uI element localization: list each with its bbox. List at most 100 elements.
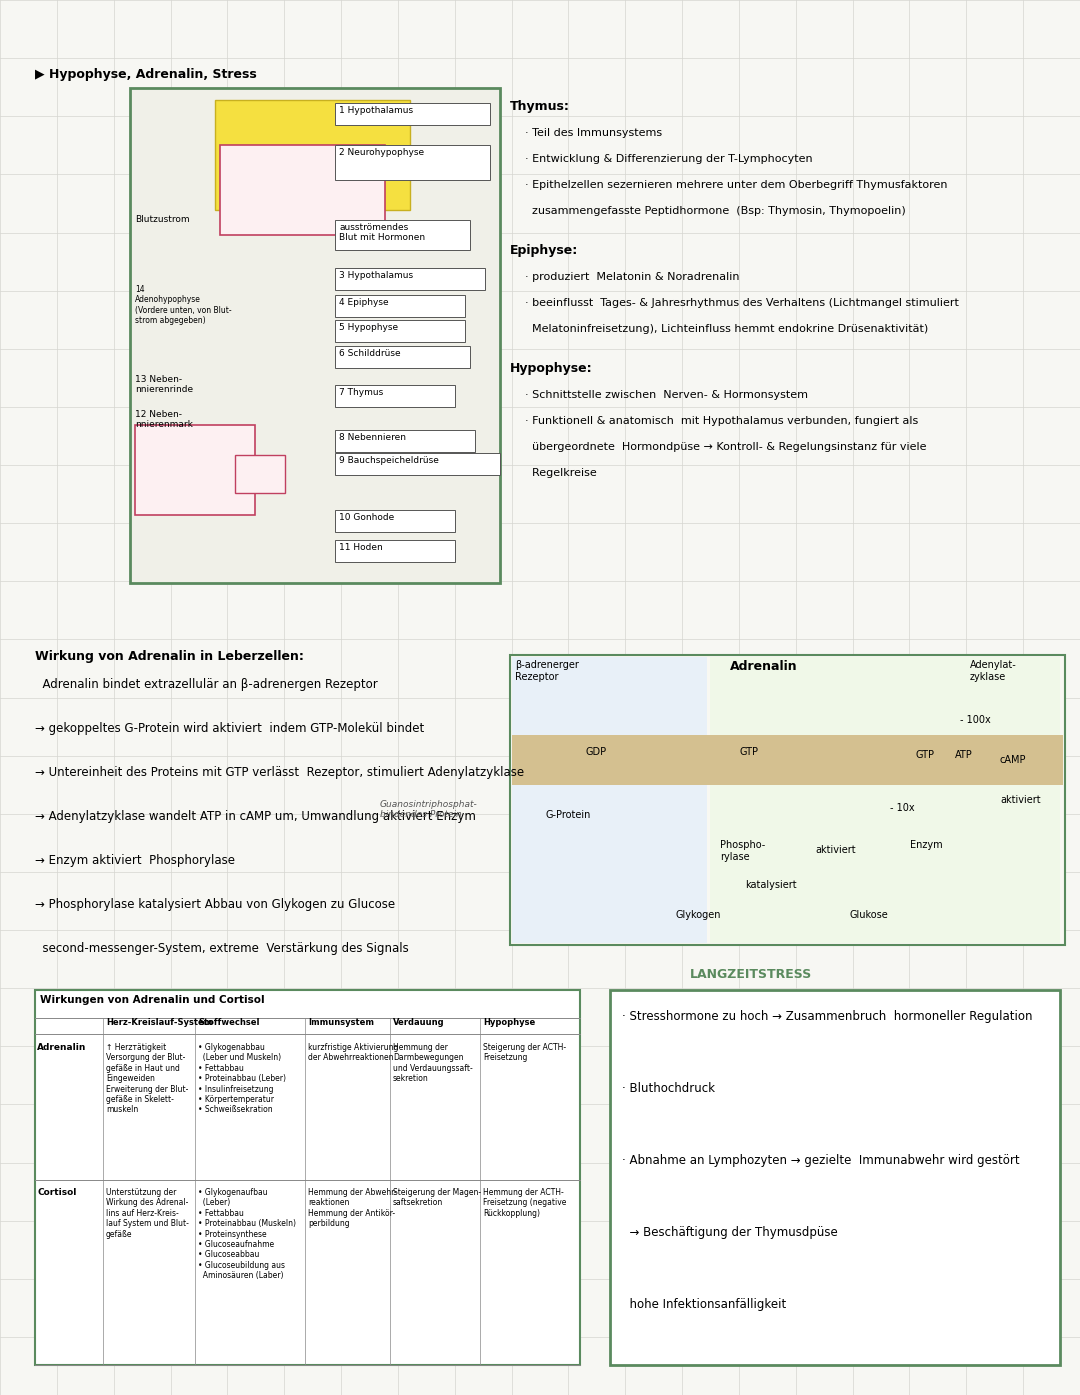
Text: Glykogen: Glykogen bbox=[675, 910, 720, 919]
Text: hohe Infektionsanfälligkeit: hohe Infektionsanfälligkeit bbox=[622, 1297, 786, 1311]
Text: → gekoppeltes G-Protein wird aktiviert  indem GTP-Molekül bindet: → gekoppeltes G-Protein wird aktiviert i… bbox=[35, 723, 424, 735]
Text: Blutzustrom: Blutzustrom bbox=[135, 215, 190, 225]
Bar bbox=[335, 103, 490, 126]
Bar bbox=[335, 511, 455, 531]
Text: Guanosintriphosphat-
bindendes Protein: Guanosintriphosphat- bindendes Protein bbox=[380, 799, 477, 819]
Bar bbox=[335, 294, 465, 317]
Text: 6 Schilddrüse: 6 Schilddrüse bbox=[339, 349, 401, 359]
Text: Hemmung der Abwehr-
reaktionen
Hemmung der Antikör-
perbildung: Hemmung der Abwehr- reaktionen Hemmung d… bbox=[308, 1189, 396, 1228]
Text: 1 Hypothalamus: 1 Hypothalamus bbox=[339, 106, 414, 114]
Bar bbox=[335, 430, 475, 452]
Text: Unterstützung der
Wirkung des Adrenal-
lins auf Herz-Kreis-
lauf System und Blut: Unterstützung der Wirkung des Adrenal- l… bbox=[106, 1189, 189, 1239]
Text: - 100x: - 100x bbox=[960, 716, 990, 725]
Bar bbox=[335, 220, 470, 250]
Text: aktiviert: aktiviert bbox=[815, 845, 855, 855]
Bar bbox=[510, 656, 1065, 944]
Text: · Teil des Immunsystems: · Teil des Immunsystems bbox=[525, 128, 662, 138]
Text: 2 Neurohypophyse: 2 Neurohypophyse bbox=[339, 148, 424, 158]
Text: Hypophyse:: Hypophyse: bbox=[510, 361, 593, 375]
Text: 8 Nebennieren: 8 Nebennieren bbox=[339, 432, 406, 442]
Text: • Glykogenabbau
  (Leber und Muskeln)
• Fettabbau
• Proteinabbau (Leber)
• Insul: • Glykogenabbau (Leber und Muskeln) • Fe… bbox=[198, 1043, 286, 1115]
Text: second-messenger-System, extreme  Verstärkung des Signals: second-messenger-System, extreme Verstär… bbox=[35, 942, 408, 956]
Text: Steigerung der Magen-
saftsekretion: Steigerung der Magen- saftsekretion bbox=[393, 1189, 481, 1208]
Bar bbox=[512, 657, 707, 943]
Text: · Epithelzellen sezernieren mehrere unter dem Oberbegriff Thymusfaktoren: · Epithelzellen sezernieren mehrere unte… bbox=[525, 180, 947, 190]
Text: übergeordnete  Hormondрüse → Kontroll- & Regelungsinstanz für viele: übergeordnete Hormondрüse → Kontroll- & … bbox=[525, 442, 927, 452]
Bar bbox=[335, 145, 490, 180]
Text: Adrenalin: Adrenalin bbox=[37, 1043, 86, 1052]
Text: · Schnittstelle zwischen  Nerven- & Hormonsystem: · Schnittstelle zwischen Nerven- & Hormo… bbox=[525, 391, 808, 400]
Bar bbox=[35, 990, 580, 1364]
Bar bbox=[335, 385, 455, 407]
Text: 3 Hypothalamus: 3 Hypothalamus bbox=[339, 271, 414, 280]
Text: β-adrenerger
Rezeptor: β-adrenerger Rezeptor bbox=[515, 660, 579, 682]
Bar bbox=[220, 145, 384, 234]
Text: aktiviert: aktiviert bbox=[1000, 795, 1041, 805]
Text: 13 Neben-
nnierenrinde: 13 Neben- nnierenrinde bbox=[135, 375, 193, 395]
Text: 14
Adenohypophyse
(Vordere unten, von Blut-
strom abgegeben): 14 Adenohypophyse (Vordere unten, von Bl… bbox=[135, 285, 231, 325]
Text: zusammengefasste Peptidhormone  (Bsp: Thymosin, Thymopoelin): zusammengefasste Peptidhormone (Bsp: Thy… bbox=[525, 206, 906, 216]
Bar bbox=[335, 540, 455, 562]
Text: 12 Neben-
nnierenmark: 12 Neben- nnierenmark bbox=[135, 410, 193, 430]
Text: 10 Gonhode: 10 Gonhode bbox=[339, 513, 394, 522]
Bar bbox=[130, 88, 500, 583]
Text: 11 Hoden: 11 Hoden bbox=[339, 543, 382, 552]
Bar bbox=[512, 735, 1063, 785]
Text: ATP: ATP bbox=[955, 751, 973, 760]
Text: Hypophyse: Hypophyse bbox=[483, 1018, 536, 1027]
Bar bbox=[135, 425, 255, 515]
Text: Immunsystem: Immunsystem bbox=[308, 1018, 374, 1027]
Text: Thymus:: Thymus: bbox=[510, 100, 570, 113]
Text: · Funktionell & anatomisch  mit Hypothalamus verbunden, fungiert als: · Funktionell & anatomisch mit Hypothala… bbox=[525, 416, 918, 425]
Text: Cortisol: Cortisol bbox=[37, 1189, 77, 1197]
Text: Hemmung der ACTH-
Freisetzung (negative
Rückkopplung): Hemmung der ACTH- Freisetzung (negative … bbox=[483, 1189, 566, 1218]
Text: Herz-Kreislauf-System: Herz-Kreislauf-System bbox=[106, 1018, 213, 1027]
Text: GTP: GTP bbox=[915, 751, 934, 760]
Text: katalysiert: katalysiert bbox=[745, 880, 797, 890]
Text: ↑ Herzтätigkeit
Versorgung der Blut-
gefäße in Haut und
Eingeweiden
Erweiterung : ↑ Herzтätigkeit Versorgung der Blut- gef… bbox=[106, 1043, 188, 1115]
Text: Adrenalin: Adrenalin bbox=[730, 660, 798, 672]
Text: Hemmung der
Darmbewegungen
und Verdauungssaft-
sekretion: Hemmung der Darmbewegungen und Verdauung… bbox=[393, 1043, 473, 1083]
Text: · produziert  Melatonin & Noradrenalin: · produziert Melatonin & Noradrenalin bbox=[525, 272, 740, 282]
Text: Wirkung von Adrenalin in Leberzellen:: Wirkung von Adrenalin in Leberzellen: bbox=[35, 650, 303, 663]
Bar bbox=[610, 990, 1059, 1364]
Text: Enzym: Enzym bbox=[910, 840, 943, 850]
Text: Wirkungen von Adrenalin und Cortisol: Wirkungen von Adrenalin und Cortisol bbox=[40, 995, 265, 1004]
Text: ausströmendes
Blut mit Hormonen: ausströmendes Blut mit Hormonen bbox=[339, 223, 426, 243]
Bar bbox=[335, 453, 500, 476]
Text: cAMP: cAMP bbox=[1000, 755, 1026, 764]
Text: Glukose: Glukose bbox=[850, 910, 889, 919]
Text: Phospho-
rylase: Phospho- rylase bbox=[720, 840, 766, 862]
Text: Adenylat-
zyklase: Adenylat- zyklase bbox=[970, 660, 1016, 682]
Bar bbox=[710, 657, 1059, 943]
Bar bbox=[335, 346, 470, 368]
Text: → Adenylatzyklase wandelt ATP in cAMP um, Umwandlung aktiviert Enzym: → Adenylatzyklase wandelt ATP in cAMP um… bbox=[35, 810, 476, 823]
Text: → Beschäftigung der Thymusdрüse: → Beschäftigung der Thymusdрüse bbox=[622, 1226, 838, 1239]
Text: · Stresshormone zu hoch → Zusammenbruch  hormoneller Regulation: · Stresshormone zu hoch → Zusammenbruch … bbox=[622, 1010, 1032, 1023]
Text: GDP: GDP bbox=[585, 746, 606, 757]
Bar bbox=[335, 319, 465, 342]
Text: → Phosphorylase katalysiert Abbau von Glykogen zu Glucose: → Phosphorylase katalysiert Abbau von Gl… bbox=[35, 898, 395, 911]
Text: · beeinflusst  Tages- & Jahresrhythmus des Verhaltens (Lichtmangel stimuliert: · beeinflusst Tages- & Jahresrhythmus de… bbox=[525, 299, 959, 308]
Text: → Enzym aktiviert  Phosphorylase: → Enzym aktiviert Phosphorylase bbox=[35, 854, 235, 868]
Text: 9 Bauchspeicheldrüse: 9 Bauchspeicheldrüse bbox=[339, 456, 438, 465]
Text: 4 Epiphyse: 4 Epiphyse bbox=[339, 299, 389, 307]
Text: ▶ Hypophyse, Adrenalin, Stress: ▶ Hypophyse, Adrenalin, Stress bbox=[35, 68, 257, 81]
Text: Adrenalin bindet extrazellulär an β-adrenergen Rezeptor: Adrenalin bindet extrazellulär an β-adre… bbox=[35, 678, 378, 691]
Text: · Bluthochdruck: · Bluthochdruck bbox=[622, 1083, 715, 1095]
Text: Epiphyse:: Epiphyse: bbox=[510, 244, 578, 257]
Bar bbox=[235, 455, 285, 492]
Text: → Untereinheit des Proteins mit GTP verlässt  Rezeptor, stimuliert Adenylatzykla: → Untereinheit des Proteins mit GTP verl… bbox=[35, 766, 524, 778]
Text: Stoffwechsel: Stoffwechsel bbox=[198, 1018, 259, 1027]
Text: 5 Hypophyse: 5 Hypophyse bbox=[339, 324, 399, 332]
Text: Verdauung: Verdauung bbox=[393, 1018, 445, 1027]
Text: · Entwicklung & Differenzierung der T-Lymphocyten: · Entwicklung & Differenzierung der T-Ly… bbox=[525, 153, 812, 165]
Text: • Glykogenaufbau
  (Leber)
• Fettabbau
• Proteinabbau (Muskeln)
• Proteinsynthes: • Glykogenaufbau (Leber) • Fettabbau • P… bbox=[198, 1189, 296, 1281]
Text: G-Protein: G-Protein bbox=[545, 810, 591, 820]
Text: - 10x: - 10x bbox=[890, 804, 915, 813]
Text: Steigerung der ACTH-
Freisetzung: Steigerung der ACTH- Freisetzung bbox=[483, 1043, 566, 1063]
Text: LANGZEITSTRESS: LANGZEITSTRESS bbox=[690, 968, 812, 981]
Text: Regelkreise: Regelkreise bbox=[525, 467, 597, 478]
Text: · Abnahme an Lymphozyten → gezielte  Immunabwehr wird gestört: · Abnahme an Lymphozyten → gezielte Immu… bbox=[622, 1154, 1020, 1168]
Text: GTP: GTP bbox=[740, 746, 759, 757]
